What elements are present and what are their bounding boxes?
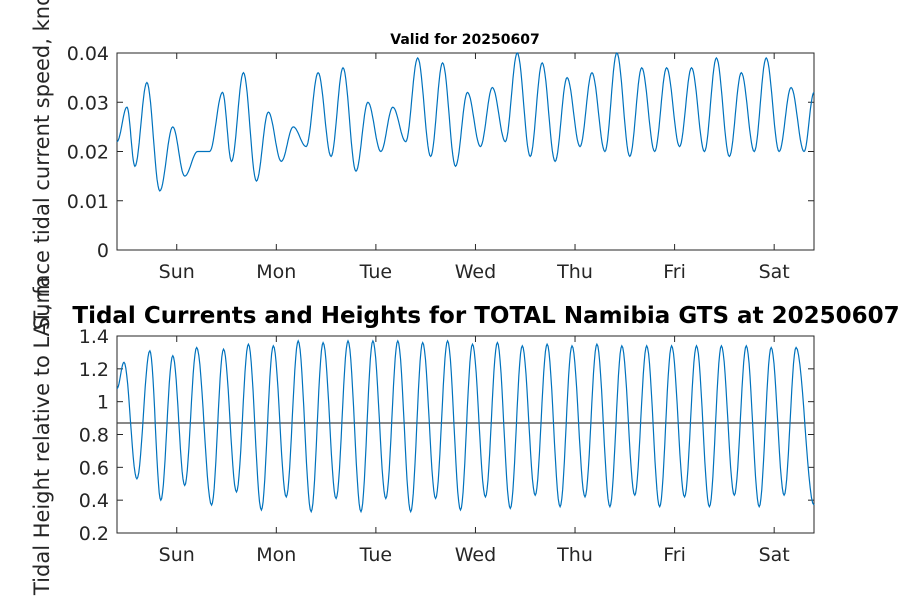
current-speed-y-axis-label: Surface tidal current speed, knots	[30, 0, 54, 330]
current-speed-chart-title: Valid for 20250607	[390, 32, 539, 48]
current-speed-panel: Valid for 20250607 0 0.01 0.02 0.03 0.04 Sun…	[30, 0, 815, 330]
tidal-height-panel: 0.2 0.4 0.6 0.8 1 1.2 1.4 Sun Mon Tue Wed Thu Fri Sa…	[30, 277, 900, 596]
tidal-height-y-tick-label: 0.4	[79, 490, 109, 512]
tidal-height-y-tick-label: 0.6	[79, 457, 109, 479]
current-speed-x-tick-label: Wed	[455, 261, 496, 283]
current-speed-y-tick-label: 0.03	[67, 92, 109, 114]
tidal-height-x-tick-label: Sun	[159, 544, 195, 566]
current-speed-x-ticks: Sun Mon Tue Wed Thu Fri Sat	[159, 53, 790, 283]
current-speed-x-tick-label: Sun	[159, 261, 195, 283]
current-speed-x-tick-label: Tue	[359, 261, 392, 283]
tidal-height-y-tick-label: 1	[97, 392, 109, 414]
tidal-height-series-line	[116, 339, 815, 514]
main-chart-title: Tidal Currents and Heights for TOTAL Nam…	[72, 303, 899, 329]
current-speed-y-tick-label: 0.04	[67, 43, 109, 65]
tidal-height-x-tick-label: Mon	[256, 544, 296, 566]
current-speed-x-tick-label: Thu	[556, 261, 593, 283]
current-speed-series-line	[116, 51, 815, 192]
current-speed-x-tick-label: Sat	[759, 261, 790, 283]
tidal-height-y-ticks: 0.2 0.4 0.6 0.8 1 1.2 1.4	[79, 326, 814, 545]
tidal-height-x-tick-label: Tue	[359, 544, 392, 566]
tidal-height-y-axis-label: Tidal Height relative to LAT, m	[30, 277, 54, 596]
tidal-height-x-tick-label: Sat	[759, 544, 790, 566]
current-speed-x-tick-label: Mon	[256, 261, 296, 283]
tidal-height-y-tick-label: 0.2	[79, 523, 109, 545]
tidal-height-axes-box	[116, 335, 815, 534]
current-speed-y-tick-label: 0.02	[67, 142, 109, 164]
tidal-height-y-tick-label: 1.2	[79, 359, 109, 381]
current-speed-y-tick-label: 0.01	[67, 191, 109, 213]
tidal-height-y-tick-label: 0.8	[79, 425, 109, 447]
tidal-height-y-tick-label: 1.4	[79, 326, 109, 348]
tidal-height-x-ticks: Sun Mon Tue Wed Thu Fri Sat	[159, 336, 790, 566]
tidal-height-x-tick-label: Thu	[556, 544, 593, 566]
tidal-height-x-tick-label: Wed	[455, 544, 496, 566]
tidal-height-x-tick-label: Fri	[663, 544, 686, 566]
current-speed-y-tick-label: 0	[97, 240, 109, 262]
current-speed-x-tick-label: Fri	[663, 261, 686, 283]
current-speed-axes-box	[116, 52, 815, 251]
